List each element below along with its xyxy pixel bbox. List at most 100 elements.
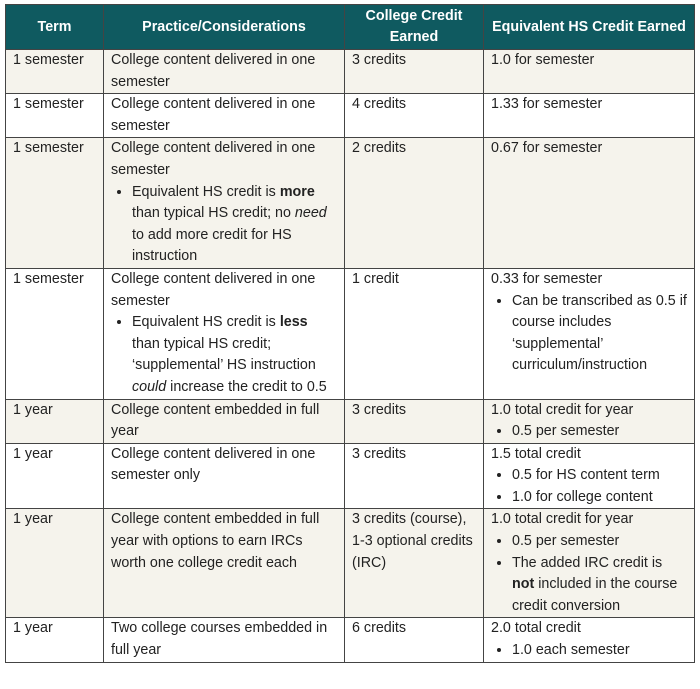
cell-paragraph: 1 year [13, 444, 96, 466]
text-segment: included in the course credit conversion [512, 576, 678, 614]
text-segment: 1 year [13, 445, 53, 462]
cell-paragraph: 1.5 total credit [491, 444, 687, 466]
practice-cell: Two college courses embedded in full yea… [103, 617, 345, 663]
college-credit-cell: 3 credits (course), 1-3 optional credits … [344, 508, 484, 619]
cell-paragraph: 6 credits [352, 618, 476, 640]
bullet-list: Equivalent HS credit is less than typica… [111, 312, 337, 398]
table-row: 1 semester College content delivered in o… [5, 267, 695, 400]
cell-paragraph: 1 year [13, 400, 96, 422]
cell-paragraph: 0.67 for semester [491, 138, 687, 160]
practice-cell: College content embedded in full year wi… [103, 508, 345, 619]
college-credit-cell: 3 credits [344, 398, 484, 444]
text-segment: 1 year [13, 401, 53, 418]
text-segment: 1.33 for semester [491, 96, 603, 113]
bullet-list: Equivalent HS credit is more than typica… [111, 182, 337, 268]
text-segment: 0.5 per semester [512, 423, 620, 440]
text-segment: 1.0 each semester [512, 642, 630, 659]
header-hs-credit: Equivalent HS Credit Earned [483, 4, 695, 50]
table-row: 1 semester College content delivered in o… [5, 48, 695, 95]
bullet-item: Equivalent HS credit is more than typica… [132, 182, 337, 268]
hs-credit-cell: 1.33 for semester [483, 93, 695, 139]
text-segment: 6 credits [352, 620, 407, 637]
hs-credit-cell: 1.0 for semester [483, 48, 695, 95]
cell-paragraph: 1 semester [13, 94, 96, 116]
cell-paragraph: 0.33 for semester [491, 269, 687, 291]
text-segment: 1.0 for semester [491, 52, 595, 68]
text-segment: not [512, 576, 535, 593]
term-cell: 1 year [5, 617, 104, 663]
text-segment: 3 credits [352, 445, 407, 462]
text-segment: College content embedded in full year wi… [111, 511, 320, 571]
college-credit-cell: 4 credits [344, 93, 484, 139]
text-segment: 4 credits [352, 96, 407, 113]
cell-paragraph: 3 credits (course), [352, 509, 476, 531]
term-cell: 1 year [5, 442, 104, 510]
bullet-list: 1.0 each semester [491, 640, 687, 662]
text-segment: 3 credits [352, 401, 407, 418]
practice-cell: College content embedded in full year [103, 398, 345, 444]
text-segment: The added IRC credit is [512, 554, 663, 571]
college-credit-cell: 3 credits [344, 442, 484, 510]
text-segment: could [132, 378, 167, 395]
text-segment: 1.5 total credit [491, 445, 581, 462]
cell-paragraph: 3 credits [352, 50, 476, 72]
practice-cell: College content delivered in one semeste… [103, 93, 345, 139]
bullet-item: The added IRC credit is not included in … [512, 553, 687, 618]
text-segment: College content delivered in one semeste… [111, 52, 316, 90]
table-row: 1 semester College content delivered in o… [5, 137, 695, 269]
cell-paragraph: 2.0 total credit [491, 618, 687, 640]
text-segment: 1 semester [13, 52, 84, 68]
bullet-item: Can be transcribed as 0.5 if course incl… [512, 291, 687, 377]
cell-paragraph: 1 semester [13, 269, 96, 291]
text-segment: 3 credits [352, 52, 407, 68]
text-segment: College content embedded in full year [111, 401, 320, 440]
text-segment: College content delivered in one semeste… [111, 96, 316, 134]
bullet-item: 0.5 for HS content term [512, 465, 687, 487]
college-credit-cell: 2 credits [344, 137, 484, 269]
text-segment: 1 semester [13, 140, 84, 157]
hs-credit-cell: 2.0 total credit 1.0 each semester [483, 617, 695, 663]
text-segment: 1 year [13, 620, 53, 637]
practice-cell: College content delivered in one semeste… [103, 267, 345, 400]
cell-paragraph: College content delivered in one semeste… [111, 138, 337, 181]
text-segment: 1 year [13, 511, 53, 528]
text-segment: to add more credit for HS instruction [132, 226, 292, 265]
text-segment: 0.67 for semester [491, 140, 603, 157]
text-segment: 1 semester [13, 96, 84, 113]
hs-credit-cell: 0.67 for semester [483, 137, 695, 269]
text-segment: 1 semester [13, 270, 84, 287]
cell-paragraph: 1 semester [13, 50, 96, 72]
cell-paragraph: 1.0 total credit for year [491, 400, 687, 422]
practice-cell: College content delivered in one semeste… [103, 442, 345, 510]
practice-cell: College content delivered in one semeste… [103, 137, 345, 269]
term-cell: 1 semester [5, 267, 104, 400]
college-credit-cell: 1 credit [344, 267, 484, 400]
text-segment: College content delivered in one semeste… [111, 445, 316, 484]
bullet-item: 1.0 for college content [512, 487, 687, 509]
text-segment: 1-3 optional credits (IRC) [352, 533, 473, 571]
cell-paragraph: 4 credits [352, 94, 476, 116]
cell-paragraph: College content embedded in full year [111, 400, 337, 443]
cell-paragraph: 1 year [13, 618, 96, 640]
cell-paragraph: 1 year [13, 509, 96, 531]
text-segment: Equivalent HS credit is [132, 314, 280, 331]
header-row: Term Practice/Considerations College Cre… [5, 4, 695, 50]
table-row: 1 year College content delivered in one s… [5, 442, 695, 510]
table-row: 1 year College content embedded in full y… [5, 508, 695, 619]
table-row: 1 year College content embedded in full y… [5, 398, 695, 444]
text-segment: College content delivered in one semeste… [111, 140, 316, 178]
cell-paragraph: 1 semester [13, 138, 96, 160]
bullet-list: 0.5 per semester The added IRC credit is … [491, 531, 687, 617]
text-segment: increase the credit to 0.5 [166, 378, 327, 395]
text-segment: 0.33 for semester [491, 270, 603, 287]
text-segment: Equivalent HS credit is [132, 183, 280, 200]
text-segment: than typical HS credit; ‘supplemental’ H… [132, 335, 316, 374]
cell-paragraph: 1.0 total credit for year [491, 509, 687, 531]
cell-paragraph: College content embedded in full year wi… [111, 509, 337, 574]
term-cell: 1 semester [5, 48, 104, 95]
text-segment: more [279, 183, 315, 200]
header-practice: Practice/Considerations [103, 4, 345, 50]
text-segment: 2 credits [352, 140, 407, 157]
text-segment: 1.0 total credit for year [491, 401, 634, 418]
header-college-credit: College Credit Earned [344, 4, 484, 50]
